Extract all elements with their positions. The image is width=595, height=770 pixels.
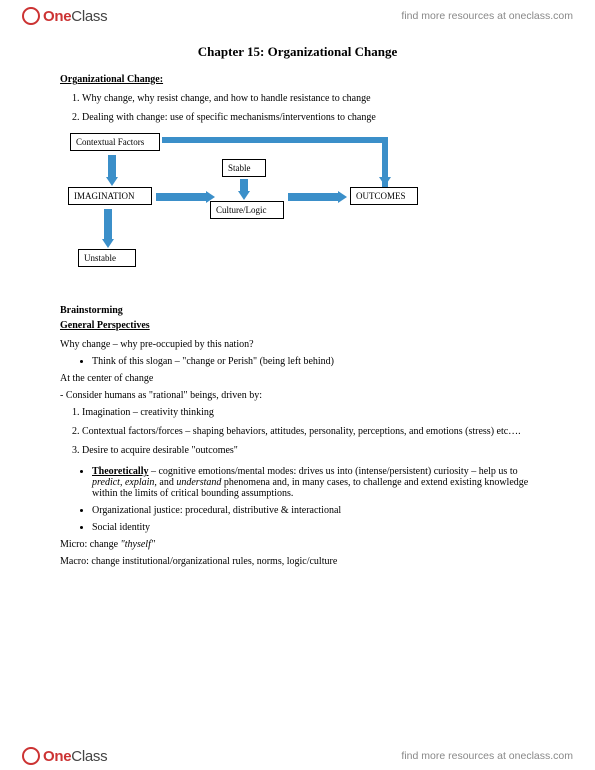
theory-italic: explain (125, 477, 154, 488)
theory-italic: predict (92, 477, 120, 488)
arrow-head-icon (379, 177, 391, 186)
logo-text-rest: Class (71, 748, 107, 765)
arrow-head-icon (102, 239, 114, 248)
arrow-icon (108, 155, 116, 177)
logo-circle-icon (22, 7, 40, 25)
theory-italic: understand (176, 477, 221, 488)
list-item: Theoretically – cognitive emotions/menta… (92, 466, 535, 499)
section-organizational-change: Organizational Change: (60, 74, 535, 85)
logo-circle-icon (22, 747, 40, 765)
macro-text: change institutional/organizational rule… (91, 556, 337, 567)
logo-text-one: One (43, 748, 71, 765)
arrow-head-icon (338, 191, 347, 203)
theory-label: Theoretically (92, 466, 148, 477)
theory-list: Theoretically – cognitive emotions/menta… (92, 466, 535, 533)
micro-label: Micro: (60, 539, 90, 550)
box-contextual: Contextual Factors (70, 133, 160, 151)
top-bar: OneClass find more resources at oneclass… (0, 0, 595, 30)
box-outcomes: OUTCOMES (350, 187, 418, 205)
rational-line: - Consider humans as "rational" beings, … (60, 390, 535, 401)
box-imagination: IMAGINATION (68, 187, 152, 205)
why-change-line: Why change – why pre-occupied by this na… (60, 339, 535, 350)
list-item: Think of this slogan – "change or Perish… (92, 356, 535, 367)
arrow-icon (288, 193, 338, 201)
macro-label: Macro: (60, 556, 91, 567)
logo: OneClass (22, 747, 107, 765)
arrow-icon (162, 137, 388, 143)
rational-list: Imagination – creativity thinking Contex… (82, 407, 535, 456)
micro-text: change (90, 539, 121, 550)
bottom-bar: OneClass find more resources at oneclass… (0, 740, 595, 770)
theory-text: , and (154, 477, 176, 488)
arrow-head-icon (238, 191, 250, 200)
list-item: Why change, why resist change, and how t… (82, 93, 535, 104)
center-of-change: At the center of change (60, 373, 535, 384)
flow-diagram: Contextual Factors IMAGINATION Unstable … (60, 133, 535, 293)
list-item: Social identity (92, 522, 535, 533)
arrow-icon (104, 209, 112, 239)
micro-line: Micro: change "thyself" (60, 539, 535, 550)
logo-text-rest: Class (71, 8, 107, 25)
theory-text: – cognitive emotions/mental modes: drive… (148, 466, 517, 477)
arrow-icon (156, 193, 206, 201)
arrow-head-icon (106, 177, 118, 186)
list-item: Imagination – creativity thinking (82, 407, 535, 418)
header-link[interactable]: find more resources at oneclass.com (401, 10, 573, 22)
arrow-icon (240, 179, 248, 191)
list-item: Dealing with change: use of specific mec… (82, 112, 535, 123)
list-item: Organizational justice: procedural, dist… (92, 505, 535, 516)
logo-text-one: One (43, 8, 71, 25)
change-list: Why change, why resist change, and how t… (82, 93, 535, 123)
logo: OneClass (22, 7, 107, 25)
footer-link[interactable]: find more resources at oneclass.com (401, 750, 573, 762)
box-unstable: Unstable (78, 249, 136, 267)
list-item: Desire to acquire desirable "outcomes" (82, 445, 535, 456)
micro-italic: "thyself" (121, 539, 156, 550)
section-brainstorming: Brainstorming (60, 305, 535, 316)
slogan-list: Think of this slogan – "change or Perish… (92, 356, 535, 367)
section-general-perspectives: General Perspectives (60, 320, 535, 331)
macro-line: Macro: change institutional/organization… (60, 556, 535, 567)
page-content: Chapter 15: Organizational Change Organi… (0, 30, 595, 567)
box-stable: Stable (222, 159, 266, 177)
box-culture: Culture/Logic (210, 201, 284, 219)
page-title: Chapter 15: Organizational Change (60, 44, 535, 60)
list-item: Contextual factors/forces – shaping beha… (82, 426, 535, 437)
